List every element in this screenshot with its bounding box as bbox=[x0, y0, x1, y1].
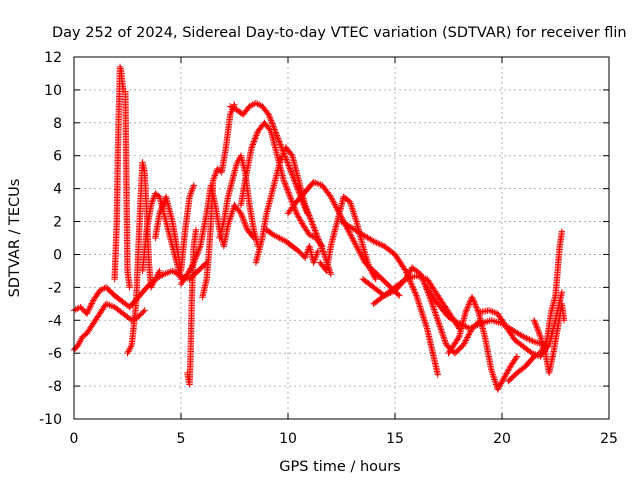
series-track-23 bbox=[505, 228, 566, 385]
data-point-markers bbox=[316, 193, 379, 283]
data-point-markers bbox=[370, 264, 484, 357]
plot-frame bbox=[73, 56, 610, 420]
y-tick-label: 8 bbox=[53, 116, 62, 132]
x-tick-label: 25 bbox=[600, 431, 618, 447]
series-track-06 bbox=[152, 182, 198, 275]
x-tick-labels: 0 5 10 15 20 25 bbox=[70, 431, 618, 447]
data-point-markers bbox=[252, 144, 334, 278]
y-tick-label: -10 bbox=[39, 412, 62, 428]
y-tick-label: 10 bbox=[44, 83, 62, 99]
data-point-markers bbox=[445, 294, 521, 393]
data-point-markers bbox=[111, 63, 133, 291]
series-track-19 bbox=[370, 264, 484, 357]
data-point-markers bbox=[477, 289, 566, 360]
series-track-14 bbox=[263, 226, 322, 266]
data-point-markers bbox=[530, 300, 568, 377]
series-track-22 bbox=[477, 289, 566, 360]
grid bbox=[74, 57, 609, 419]
y-tick-label: -6 bbox=[48, 346, 62, 362]
x-tick-label: 5 bbox=[177, 431, 186, 447]
series-track-13 bbox=[252, 144, 334, 278]
y-tick-label: 2 bbox=[53, 215, 62, 231]
y-axis-label: SDTVAR / TECUs bbox=[7, 179, 23, 298]
data-point-markers bbox=[505, 228, 566, 385]
x-tick-label: 20 bbox=[493, 431, 511, 447]
x-tick-label: 15 bbox=[386, 431, 404, 447]
series-track-09 bbox=[199, 101, 238, 301]
x-axis-label: GPS time / hours bbox=[279, 459, 400, 475]
x-tick-label: 0 bbox=[70, 431, 79, 447]
data-point-markers bbox=[199, 101, 238, 301]
chart-title: Day 252 of 2024, Sidereal Day-to-day VTE… bbox=[52, 25, 627, 41]
x-tick-label: 10 bbox=[279, 431, 297, 447]
y-tick-label: -2 bbox=[48, 280, 62, 296]
y-tick-label: 6 bbox=[53, 149, 62, 165]
y-tick-label: -4 bbox=[48, 313, 62, 329]
series-track-24 bbox=[530, 300, 568, 377]
y-tick-label: 12 bbox=[44, 50, 62, 66]
y-tick-label: -8 bbox=[48, 379, 62, 395]
series-track-16 bbox=[316, 193, 379, 283]
series-track-21 bbox=[445, 294, 521, 393]
data-point-markers bbox=[152, 182, 198, 275]
y-tick-labels: -10 -8 -6 -4 -2 0 2 4 6 8 10 12 bbox=[39, 50, 62, 428]
series-track-03 bbox=[111, 63, 133, 291]
y-tick-label: 4 bbox=[53, 182, 62, 198]
data-points bbox=[70, 63, 568, 393]
data-point-markers bbox=[263, 226, 322, 266]
y-tick-label: 0 bbox=[53, 247, 62, 263]
axis-ticks bbox=[73, 56, 610, 420]
